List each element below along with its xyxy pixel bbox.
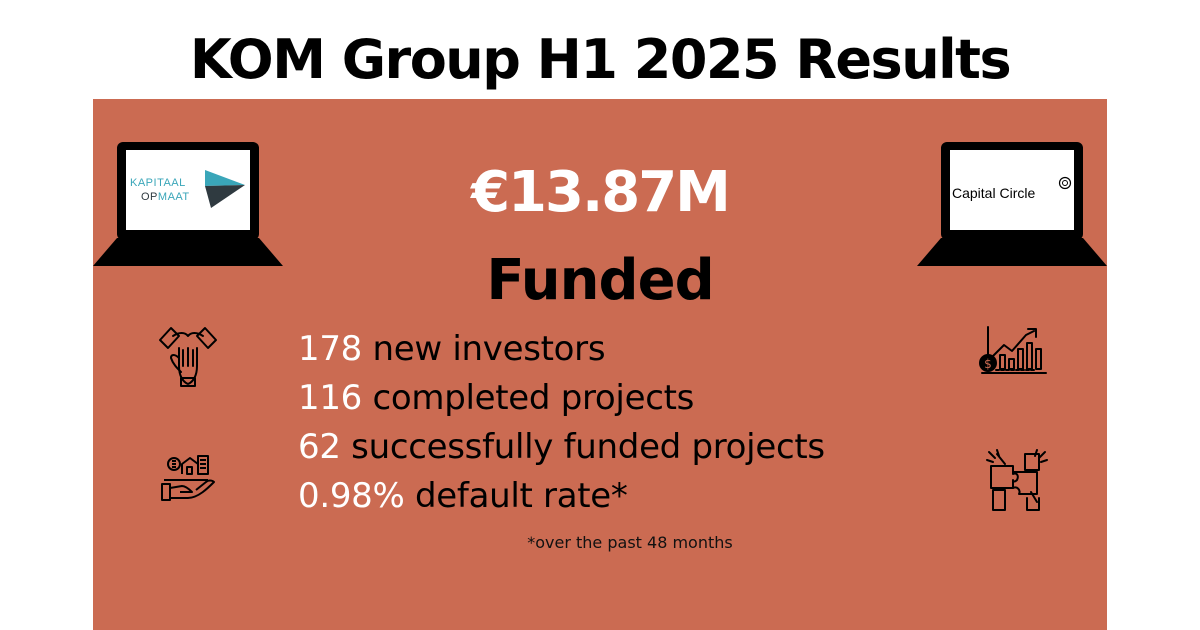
page-title: KOM Group H1 2025 Results: [189, 28, 1012, 91]
funded-label: Funded: [486, 248, 714, 313]
footnote: *over the past 48 months: [527, 533, 733, 552]
svg-text:$: $: [984, 357, 992, 371]
stat-number: 116: [298, 378, 362, 418]
kapitaal-logo-op: OP: [141, 191, 158, 203]
funded-amount: €13.87M: [471, 160, 731, 225]
capital-circle-logo-text: Capital Circle: [952, 185, 1035, 201]
stat-text: completed projects: [362, 378, 695, 418]
stat-completed-projects: 116 completed projects: [298, 374, 825, 423]
svg-text:OPMAAT: OPMAAT: [141, 191, 190, 203]
stats-list: 178 new investors 116 completed projects…: [298, 325, 825, 521]
stat-text: successfully funded projects: [340, 427, 825, 467]
stat-number: 62: [298, 427, 341, 467]
handshake-icon: [159, 327, 217, 387]
stat-text: new investors: [362, 329, 606, 369]
results-panel: [93, 99, 1107, 630]
kapitaal-logo-maat: MAAT: [158, 191, 190, 203]
kapitaal-arrow-icon: [205, 170, 245, 208]
stat-number: 178: [298, 329, 362, 369]
stat-number: 0.98%: [298, 476, 405, 516]
stat-text: default rate*: [404, 476, 628, 516]
stat-funded-projects: 62 successfully funded projects: [298, 423, 825, 472]
kapitaal-logo-line1: KAPITAAL: [130, 177, 186, 189]
stat-new-investors: 178 new investors: [298, 325, 825, 374]
real-estate-hand-icon: [161, 455, 215, 501]
capital-circle-ring-icon: [1058, 176, 1072, 190]
financial-growth-chart-icon: $: [979, 326, 1047, 374]
puzzle-hands-icon: [986, 449, 1048, 511]
laptop-capital-circle: Capital Circle: [917, 142, 1107, 266]
laptop-kapitaal-op-maat: KAPITAAL OPMAAT: [93, 142, 283, 266]
stat-default-rate: 0.98% default rate*: [298, 472, 825, 521]
